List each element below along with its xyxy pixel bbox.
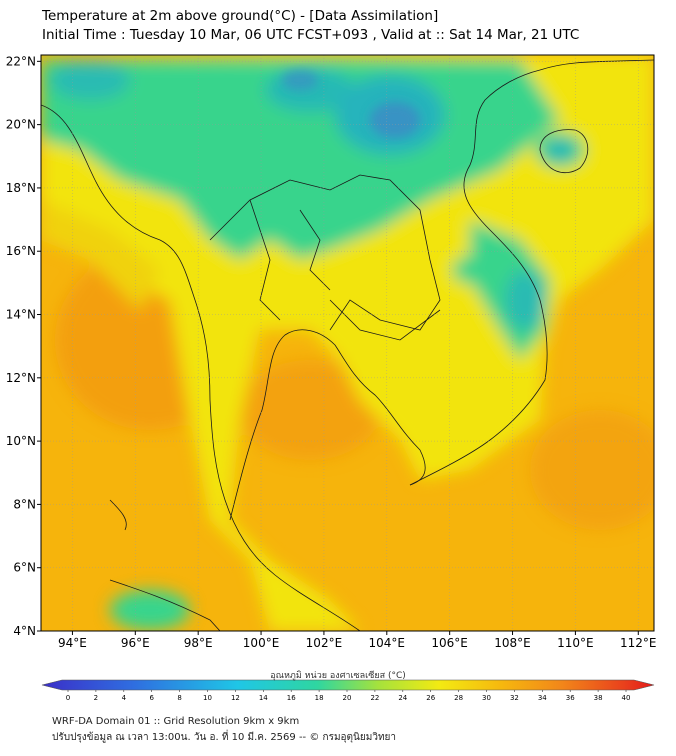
colorbar-label: อุณหภูมิ หน่วย องศาเซลเซียส (°C) <box>270 671 406 681</box>
colorbar-tick-label: 30 <box>482 694 491 702</box>
colorbar-tick-label: 16 <box>287 694 296 702</box>
colorbar-tick-label: 40 <box>622 694 631 702</box>
lon-tick-label: 102°E <box>306 636 343 650</box>
colorbar-tick-label: 10 <box>203 694 212 702</box>
colorbar-tick-label: 34 <box>538 694 547 702</box>
colorbar-tick-label: 12 <box>231 694 240 702</box>
lat-tick-label: 16°N <box>6 244 36 258</box>
footer-update-info: ปรับปรุงข้อมูล ณ เวลา 13:00น. วัน อ. ที่… <box>52 732 397 743</box>
lat-tick-label: 20°N <box>6 118 36 132</box>
lon-tick-label: 110°E <box>557 636 594 650</box>
lon-tick-label: 94°E <box>58 636 87 650</box>
lat-tick-label: 10°N <box>6 434 36 448</box>
map-title: Temperature at 2m above ground(°C) - [Da… <box>42 8 439 24</box>
lat-tick-label: 22°N <box>6 54 36 68</box>
colorbar-tick-label: 8 <box>177 694 181 702</box>
map-subtitle: Initial Time : Tuesday 10 Mar, 06 UTC FC… <box>42 27 580 43</box>
colorbar-tick-label: 32 <box>510 694 519 702</box>
colorbar-tick-label: 28 <box>454 694 463 702</box>
colorbar-tick-label: 0 <box>66 694 70 702</box>
map-frame <box>40 54 655 632</box>
colorbar-tick-label: 14 <box>259 694 268 702</box>
footer-model-info: WRF-DA Domain 01 :: Grid Resolution 9km … <box>52 716 300 727</box>
lon-tick-label: 108°E <box>494 636 531 650</box>
lon-tick-label: 106°E <box>431 636 468 650</box>
lat-tick-label: 4°N <box>13 624 36 638</box>
colorbar-tick-label: 20 <box>343 694 352 702</box>
colorbar-tick-label: 4 <box>122 694 127 702</box>
lon-tick-label: 96°E <box>121 636 150 650</box>
lat-tick-label: 6°N <box>13 561 36 575</box>
lat-tick-label: 18°N <box>6 181 36 195</box>
lat-tick-label: 14°N <box>6 308 36 322</box>
lat-tick-label: 8°N <box>13 497 36 511</box>
colorbar-tick-label: 6 <box>149 694 154 702</box>
colorbar-tick-label: 38 <box>594 694 603 702</box>
colorbar-tick-label: 2 <box>94 694 98 702</box>
graticule <box>41 55 654 632</box>
colorbar-tick-label: 26 <box>426 694 435 702</box>
colorbar <box>41 679 655 691</box>
lat-tick-label: 12°N <box>6 371 36 385</box>
colorbar-tick-label: 18 <box>315 694 324 702</box>
colorbar-tick-label: 22 <box>370 694 379 702</box>
colorbar-tick-label: 24 <box>398 694 407 702</box>
lon-tick-label: 100°E <box>243 636 280 650</box>
colorbar-tick-label: 36 <box>566 694 575 702</box>
lon-tick-label: 104°E <box>369 636 406 650</box>
borders <box>41 59 654 631</box>
lon-tick-label: 112°E <box>620 636 657 650</box>
lon-tick-label: 98°E <box>184 636 213 650</box>
